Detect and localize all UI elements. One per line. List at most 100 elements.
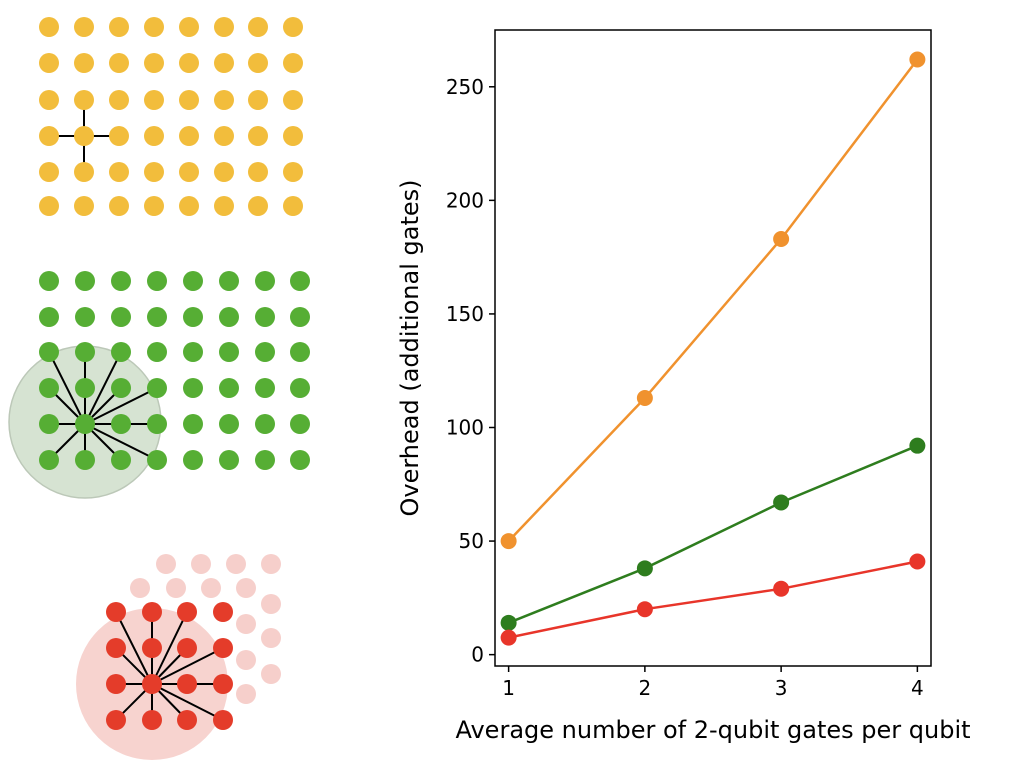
qubit-dot xyxy=(74,162,94,182)
qubit-dot xyxy=(248,53,268,73)
qubit-dot xyxy=(179,53,199,73)
qubit-dot xyxy=(177,638,197,658)
data-point xyxy=(773,494,790,511)
qubit-dot-faded xyxy=(166,578,186,598)
qubit-dot xyxy=(283,162,303,182)
qubit-dot xyxy=(39,307,59,327)
qubit-dot xyxy=(248,90,268,110)
qubit-dot-faded xyxy=(236,650,256,670)
qubit-dot xyxy=(39,196,59,216)
qubit-dot xyxy=(183,450,203,470)
x-tick-label: 2 xyxy=(639,676,652,700)
qubit-dot xyxy=(74,17,94,37)
qubit-dot xyxy=(147,271,167,291)
data-point xyxy=(636,560,653,577)
qubit-dot-faded xyxy=(156,554,176,574)
qubit-dot-faded xyxy=(261,594,281,614)
qubit-dot xyxy=(144,90,164,110)
qubit-dot xyxy=(109,126,129,146)
qubit-dot xyxy=(39,450,59,470)
qubit-dot xyxy=(290,378,310,398)
triangular-lattice-long-range-illustration xyxy=(76,554,281,760)
qubit-dot xyxy=(183,271,203,291)
qubit-dot-faded xyxy=(201,578,221,598)
data-point xyxy=(909,51,926,68)
qubit-dot xyxy=(177,602,197,622)
qubit-dot xyxy=(75,378,95,398)
qubit-dot xyxy=(179,162,199,182)
qubit-dot xyxy=(75,342,95,362)
qubit-dot xyxy=(177,710,197,730)
qubit-dot-faded xyxy=(130,578,150,598)
qubit-dot xyxy=(219,450,239,470)
qubit-dot xyxy=(213,602,233,622)
data-point xyxy=(773,580,790,597)
x-tick-label: 1 xyxy=(502,676,515,700)
qubit-dot xyxy=(75,414,95,434)
qubit-dot xyxy=(283,90,303,110)
qubit-dot xyxy=(109,90,129,110)
coupling-edge xyxy=(115,611,153,685)
qubit-dot xyxy=(255,450,275,470)
qubit-dot-faded xyxy=(261,628,281,648)
qubit-dot xyxy=(214,196,234,216)
data-point xyxy=(636,389,653,406)
data-point xyxy=(500,614,517,631)
x-tick-label: 3 xyxy=(775,676,788,700)
qubit-dot xyxy=(39,414,59,434)
qubit-dot xyxy=(142,602,162,622)
qubit-dot xyxy=(290,342,310,362)
x-axis-label: Average number of 2-qubit gates per qubi… xyxy=(455,716,970,744)
qubit-dot xyxy=(39,17,59,37)
qubit-dot xyxy=(283,196,303,216)
qubit-dot xyxy=(109,53,129,73)
qubit-dot-faded xyxy=(261,664,281,684)
series-line xyxy=(508,444,918,624)
qubit-dot xyxy=(39,378,59,398)
qubit-dot xyxy=(248,17,268,37)
qubit-dot xyxy=(255,271,275,291)
qubit-dot xyxy=(255,342,275,362)
series-line xyxy=(507,58,919,542)
qubit-dot xyxy=(219,307,239,327)
qubit-dot xyxy=(214,17,234,37)
qubit-dot xyxy=(219,342,239,362)
y-tick-label: 250 xyxy=(446,75,484,99)
coupling-edge xyxy=(84,351,122,425)
qubit-dot xyxy=(255,414,275,434)
qubit-dot xyxy=(283,126,303,146)
qubit-dot xyxy=(39,53,59,73)
qubit-dot xyxy=(248,196,268,216)
qubit-dot xyxy=(74,196,94,216)
qubit-dot xyxy=(183,378,203,398)
qubit-dot xyxy=(283,17,303,37)
qubit-dot xyxy=(39,90,59,110)
data-point xyxy=(773,230,790,247)
qubit-dot xyxy=(255,378,275,398)
data-point xyxy=(909,437,926,454)
plot-frame xyxy=(494,29,932,667)
qubit-dot xyxy=(177,674,197,694)
qubit-dot xyxy=(179,90,199,110)
square-lattice-nearest-neighbor-illustration xyxy=(39,17,303,216)
qubit-dot xyxy=(109,162,129,182)
series-line xyxy=(508,560,918,639)
qubit-dot xyxy=(179,196,199,216)
qubit-dot xyxy=(74,126,94,146)
qubit-dot xyxy=(290,271,310,291)
qubit-dot xyxy=(144,162,164,182)
qubit-dot-faded xyxy=(261,554,281,574)
qubit-dot xyxy=(255,307,275,327)
qubit-dot xyxy=(109,196,129,216)
coupling-edge xyxy=(151,611,188,685)
data-point xyxy=(636,601,653,618)
qubit-dot xyxy=(111,307,131,327)
qubit-dot xyxy=(39,271,59,291)
x-axis-ticks: 1 2 3 4 xyxy=(502,666,924,700)
overhead-line-chart: 1 2 3 4 0 50 100 150 200 250 Average number of 2… xyxy=(396,29,971,744)
qubit-dot xyxy=(179,17,199,37)
qubit-dot xyxy=(248,162,268,182)
qubit-dot xyxy=(74,53,94,73)
qubit-dot xyxy=(111,414,131,434)
